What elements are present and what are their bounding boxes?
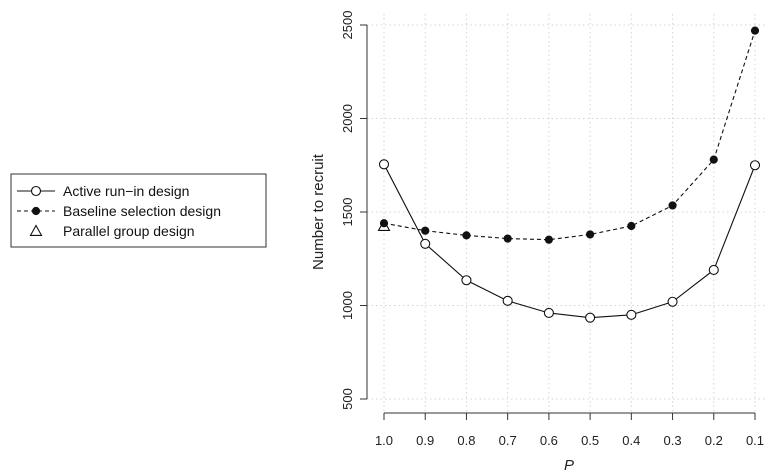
x-tick-label: 0.9	[416, 433, 434, 448]
x-tick-label: 0.6	[540, 433, 558, 448]
series-layer	[377, 26, 761, 323]
data-point	[461, 275, 472, 286]
data-point	[708, 264, 719, 276]
legend-marker	[31, 206, 41, 216]
x-tick-label: 0.3	[664, 433, 682, 448]
x-tick-label: 0.7	[499, 433, 517, 448]
data-point	[709, 155, 718, 164]
axes	[366, 25, 755, 414]
y-tick-label: 2500	[340, 11, 355, 40]
y-tick-label: 500	[340, 388, 355, 410]
legend-marker	[29, 224, 43, 236]
y-tick-label: 1500	[340, 198, 355, 227]
y-tick-label: 2000	[340, 104, 355, 133]
legend-label: Active run−in design	[63, 183, 189, 199]
x-tick-label: 0.5	[581, 433, 599, 448]
series-2	[379, 26, 760, 244]
x-tick-label: 0.1	[746, 433, 764, 448]
series-3	[377, 219, 391, 231]
data-point	[627, 221, 636, 231]
x-tick-label: 0.2	[705, 433, 723, 448]
series-line	[383, 30, 756, 241]
data-point	[377, 219, 391, 231]
data-point	[749, 160, 761, 171]
data-point	[378, 159, 390, 170]
data-point	[585, 312, 596, 323]
data-point	[586, 230, 595, 239]
data-point	[543, 307, 554, 319]
series-1	[378, 159, 761, 323]
data-point	[462, 231, 471, 240]
legend: Active run−in design Baseline selection d…	[10, 173, 267, 248]
data-point	[544, 235, 553, 244]
data-point	[668, 201, 677, 210]
x-ticks: 1.0 0.9 0.8 0.7 0.6 0.5 0.4 0.3 0.2 0.1	[375, 413, 764, 448]
series-line	[383, 164, 756, 319]
grid-lines	[367, 14, 766, 413]
legend-label: Parallel group design	[63, 223, 195, 239]
data-point	[667, 296, 678, 307]
data-point	[750, 26, 760, 35]
y-axis-title: Number to recruit	[310, 153, 327, 270]
x-tick-label: 0.4	[622, 433, 640, 448]
y-tick-label: 1000	[340, 291, 355, 320]
x-tick-label: 0.8	[457, 433, 475, 448]
x-axis-title: P	[564, 457, 574, 474]
x-tick-label: 1.0	[375, 433, 393, 448]
data-point	[421, 226, 430, 235]
data-point	[503, 234, 512, 243]
data-point	[420, 238, 431, 249]
data-point	[626, 309, 637, 320]
legend-label: Baseline selection design	[63, 203, 221, 219]
data-point	[502, 295, 513, 306]
legend-marker	[30, 185, 42, 197]
y-ticks: 500 1000 1500 2000 2500	[340, 11, 367, 410]
